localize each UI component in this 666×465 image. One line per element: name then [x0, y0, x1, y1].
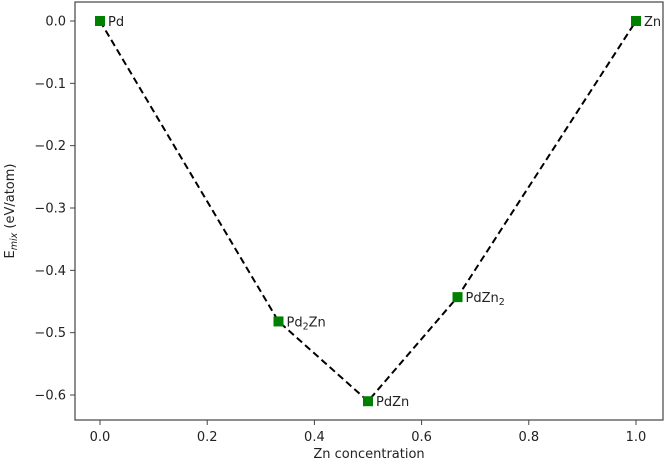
y-tick-label: −0.3 — [34, 202, 66, 217]
hull-line — [99, 20, 637, 403]
x-axis: 0.0 0.2 0.4 0.6 0.8 1.0 — [90, 420, 647, 445]
data-points: Pd Pd2Zn PdZn PdZn2 Zn — [95, 15, 661, 410]
point-label: Pd — [108, 15, 124, 30]
x-tick-label: 0.6 — [411, 430, 432, 445]
square-marker-icon — [95, 16, 105, 26]
x-tick-label: 0.8 — [518, 430, 539, 445]
y-tick-label: −0.5 — [34, 326, 66, 341]
x-axis-label: Zn concentration — [313, 447, 424, 462]
square-marker-icon — [273, 316, 284, 327]
point-label: Zn — [644, 15, 661, 30]
y-tick-label: −0.2 — [34, 139, 66, 154]
x-tick-label: 0.2 — [197, 430, 218, 445]
y-tick-label: −0.4 — [34, 264, 66, 279]
point-label: Pd2Zn — [286, 315, 325, 332]
x-tick-label: 0.4 — [304, 430, 325, 445]
axes-frame — [74, 1, 664, 421]
y-axis-label: Emix (eV/atom) — [3, 164, 20, 259]
x-tick-label: 1.0 — [626, 430, 647, 445]
y-tick-label: 0.0 — [45, 15, 66, 30]
square-marker-icon — [363, 396, 373, 407]
y-axis: 0.0 −0.1 −0.2 −0.3 −0.4 −0.5 −0.6 — [34, 15, 75, 404]
point-label: PdZn — [376, 395, 409, 410]
x-tick-label: 0.0 — [90, 430, 111, 445]
plot-area — [74, 1, 664, 421]
square-marker-icon — [631, 16, 641, 26]
square-marker-icon — [452, 292, 463, 303]
point-label: PdZn2 — [466, 291, 505, 308]
dashed-hull-line — [99, 20, 637, 403]
y-tick-label: −0.6 — [34, 389, 66, 404]
y-tick-label: −0.1 — [34, 77, 66, 92]
